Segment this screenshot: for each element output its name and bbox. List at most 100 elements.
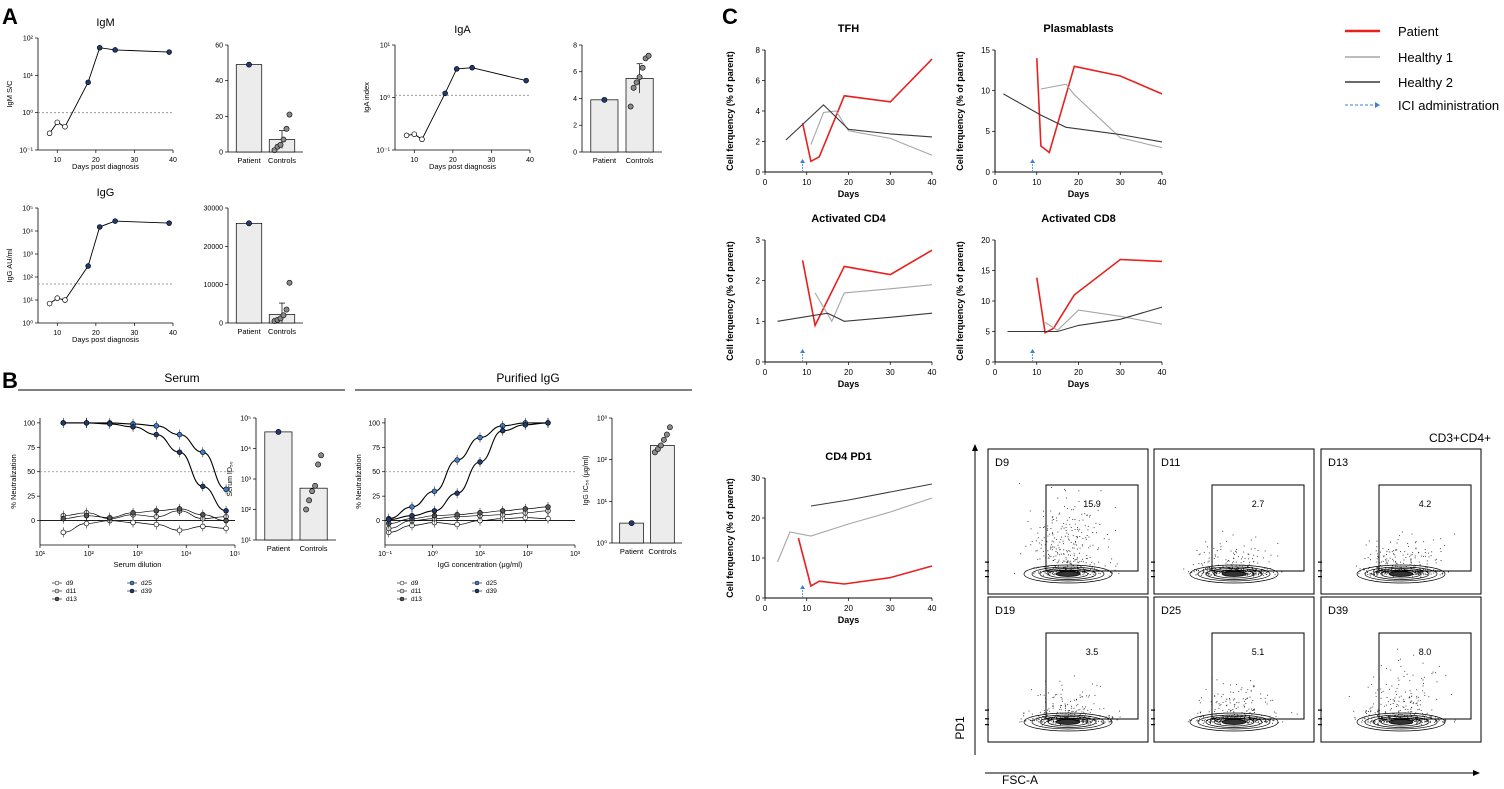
flow-event (1413, 566, 1415, 568)
flow-event (1386, 554, 1387, 555)
flow-event (1049, 571, 1051, 572)
flow-event (1087, 719, 1088, 721)
flow-event (1214, 719, 1216, 721)
flow-event (1371, 573, 1372, 575)
flow-event (1394, 715, 1396, 717)
flow-event (1209, 569, 1211, 570)
flow-event (1411, 575, 1413, 577)
flow-event (1063, 560, 1065, 562)
flow-event (1252, 700, 1254, 701)
flow-event (1105, 716, 1107, 718)
flow-event (1376, 546, 1378, 548)
flow-event (1057, 719, 1059, 721)
flow-event (1387, 720, 1389, 722)
flow-event (1384, 705, 1385, 707)
flow-contour (1372, 716, 1430, 728)
x-tick-label: 30 (1116, 368, 1125, 377)
data-point-d39 (107, 421, 113, 427)
flow-event (1365, 711, 1367, 713)
flow-event (1401, 567, 1403, 569)
flow-event (1225, 562, 1227, 564)
flow-event (1051, 547, 1053, 549)
flow-event (1213, 719, 1215, 720)
flow-event (1363, 569, 1365, 571)
flow-event (1207, 561, 1209, 563)
chart-title: IgA (454, 24, 471, 36)
flow-event (1396, 563, 1398, 565)
flow-day-label: D25 (1161, 605, 1181, 617)
flow-event (1203, 562, 1205, 564)
flow-event (1389, 719, 1391, 721)
flow-event (1050, 510, 1052, 512)
flow-event (1406, 673, 1408, 675)
flow-event (1424, 573, 1426, 575)
data-point (639, 64, 646, 71)
flow-event (1089, 514, 1091, 516)
flow-event (1377, 572, 1379, 573)
flow-event (1079, 696, 1081, 698)
flow-event (1093, 572, 1095, 574)
data-point (645, 52, 652, 59)
flow-event (1086, 514, 1088, 516)
flow-event (1415, 712, 1417, 714)
flow-event (1260, 697, 1262, 699)
data-point (85, 79, 91, 86)
flow-event (1210, 722, 1211, 724)
flow-event (1386, 667, 1387, 669)
flow-event (1108, 575, 1110, 577)
flow-event (1252, 569, 1254, 570)
flow-event (1046, 573, 1048, 575)
flow-event (1238, 567, 1239, 569)
flow-event (1408, 545, 1409, 547)
flow-event (1394, 570, 1395, 572)
flow-event (1246, 565, 1248, 567)
flow-event (1063, 567, 1064, 569)
flow-event (1250, 718, 1251, 719)
flow-event (1052, 516, 1054, 518)
flow-event (1260, 571, 1262, 573)
flow-event (1389, 557, 1391, 559)
flow-event (1048, 557, 1050, 559)
flow-event (1385, 684, 1387, 685)
flow-event (1388, 549, 1389, 550)
flow-event (1067, 560, 1069, 562)
flow-event (1224, 717, 1226, 719)
flow-y-arrowhead (972, 444, 978, 451)
data-point (633, 79, 640, 86)
flow-event (1228, 718, 1230, 720)
flow-event (1392, 558, 1394, 560)
x-axis-label: Days (838, 189, 860, 199)
flow-event (1244, 575, 1246, 576)
flow-event (1421, 721, 1422, 723)
flow-event (1368, 711, 1369, 712)
flow-event (1428, 556, 1430, 558)
flow-contour (1197, 566, 1271, 582)
x-tick-label: 30 (886, 178, 895, 187)
flow-event (1206, 569, 1208, 571)
y-axis-label: Cell ferquency (% of parent) (955, 241, 965, 361)
flow-event (1426, 722, 1428, 724)
flow-event (1210, 720, 1211, 722)
flow-event (1381, 561, 1382, 563)
flow-event (1415, 720, 1416, 722)
flow-event (1075, 718, 1077, 720)
flow-event (1214, 709, 1216, 710)
y-tick-label: 2 (756, 276, 761, 285)
flow-event (1231, 565, 1233, 567)
flow-event (1047, 574, 1049, 576)
flow-event (1081, 711, 1083, 713)
flow-event (1081, 721, 1083, 722)
flow-event (1064, 569, 1066, 570)
flow-event (1414, 557, 1416, 559)
panel-label-b: B (2, 368, 18, 393)
x-tick-label: 10¹ (35, 551, 46, 558)
data-point (303, 506, 309, 513)
data-point-d39 (454, 490, 460, 496)
flow-event (1082, 722, 1084, 724)
flow-event (1248, 708, 1250, 710)
flow-event (1370, 553, 1372, 555)
x-tick-label: 40 (526, 157, 534, 164)
flow-event (1079, 719, 1081, 721)
flow-event (1380, 573, 1382, 575)
